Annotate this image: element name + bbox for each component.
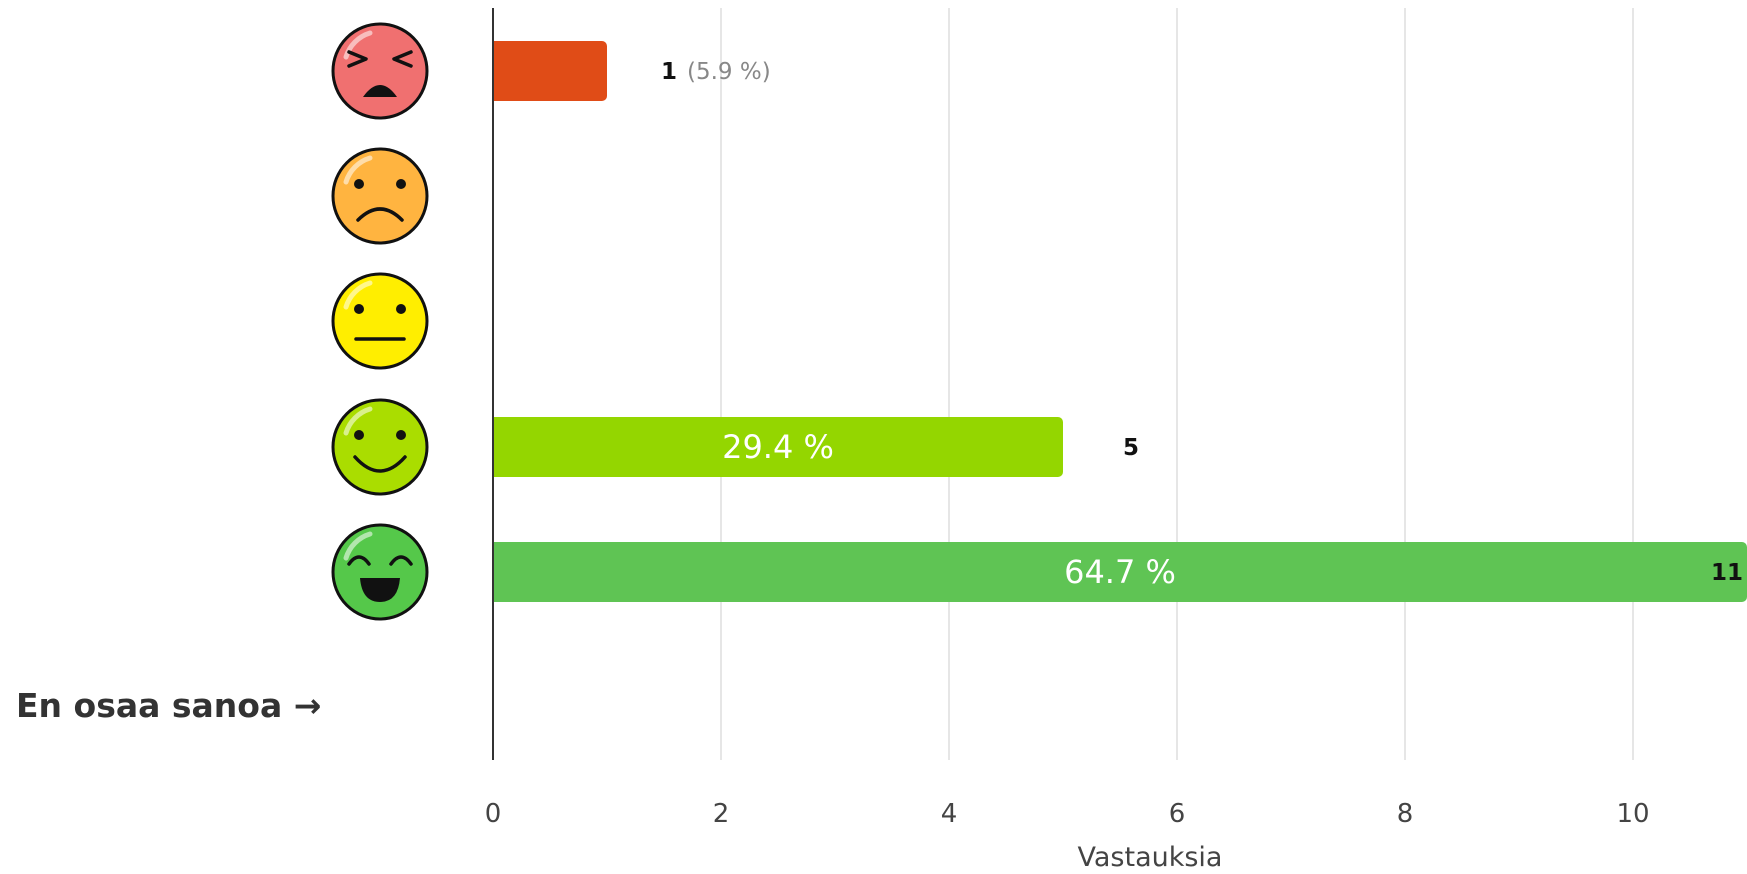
very-unhappy-face-icon bbox=[331, 22, 429, 120]
x-tick-label: 6 bbox=[1169, 799, 1186, 829]
gridlines bbox=[720, 8, 1634, 760]
x-tick-label: 8 bbox=[1397, 799, 1414, 829]
x-axis-title: Vastauksia bbox=[1078, 842, 1223, 873]
bar-edge bbox=[493, 542, 501, 602]
bar-percent-label: 29.4 % bbox=[722, 428, 834, 466]
bar-count-label: 1 bbox=[661, 59, 677, 85]
x-tick-labels: 0 2 4 6 8 10 bbox=[485, 799, 1650, 829]
bar bbox=[493, 41, 607, 101]
category-label-dont-know: En osaa sanoa → bbox=[16, 686, 321, 725]
neutral-face-icon bbox=[331, 272, 429, 370]
bar-count-label: 11 bbox=[1711, 560, 1743, 586]
bar-edge bbox=[493, 417, 501, 477]
smiling-face-icon bbox=[331, 398, 429, 496]
x-tick-label: 10 bbox=[1616, 799, 1649, 829]
category-icons: En osaa sanoa → bbox=[16, 22, 429, 725]
x-tick-label: 0 bbox=[485, 799, 502, 829]
bar-count-label: 5 bbox=[1123, 435, 1139, 461]
data-labels: 1 (5.9 %) 29.4 % 5 64.7 % 11 bbox=[661, 59, 1743, 591]
very-happy-face-icon bbox=[331, 523, 429, 621]
bar-percent-label: (5.9 %) bbox=[687, 59, 771, 85]
x-tick-label: 2 bbox=[713, 799, 730, 829]
bar bbox=[493, 417, 1063, 477]
bar bbox=[493, 542, 1747, 602]
sad-face-icon bbox=[331, 147, 429, 245]
bars bbox=[493, 41, 1747, 602]
bar-edge bbox=[493, 41, 501, 101]
x-tick-label: 4 bbox=[941, 799, 958, 829]
bar-percent-label: 64.7 % bbox=[1064, 553, 1176, 591]
